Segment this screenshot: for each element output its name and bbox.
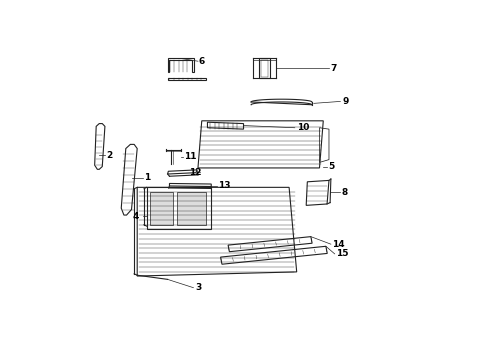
Text: 4: 4 (133, 212, 139, 221)
Text: 13: 13 (218, 181, 230, 190)
Text: 2: 2 (106, 151, 112, 160)
Text: 3: 3 (195, 283, 201, 292)
Text: 11: 11 (184, 152, 196, 161)
Polygon shape (261, 60, 268, 77)
Text: 15: 15 (336, 249, 348, 258)
Text: 1: 1 (144, 173, 150, 182)
Text: 8: 8 (342, 188, 348, 197)
Polygon shape (150, 192, 173, 225)
Text: 10: 10 (297, 123, 309, 132)
Text: 12: 12 (189, 168, 202, 177)
Text: 5: 5 (328, 162, 335, 171)
Text: 9: 9 (342, 97, 349, 106)
Text: 14: 14 (332, 240, 344, 249)
Polygon shape (177, 192, 206, 225)
Text: 6: 6 (199, 57, 205, 66)
Text: 7: 7 (331, 64, 337, 73)
